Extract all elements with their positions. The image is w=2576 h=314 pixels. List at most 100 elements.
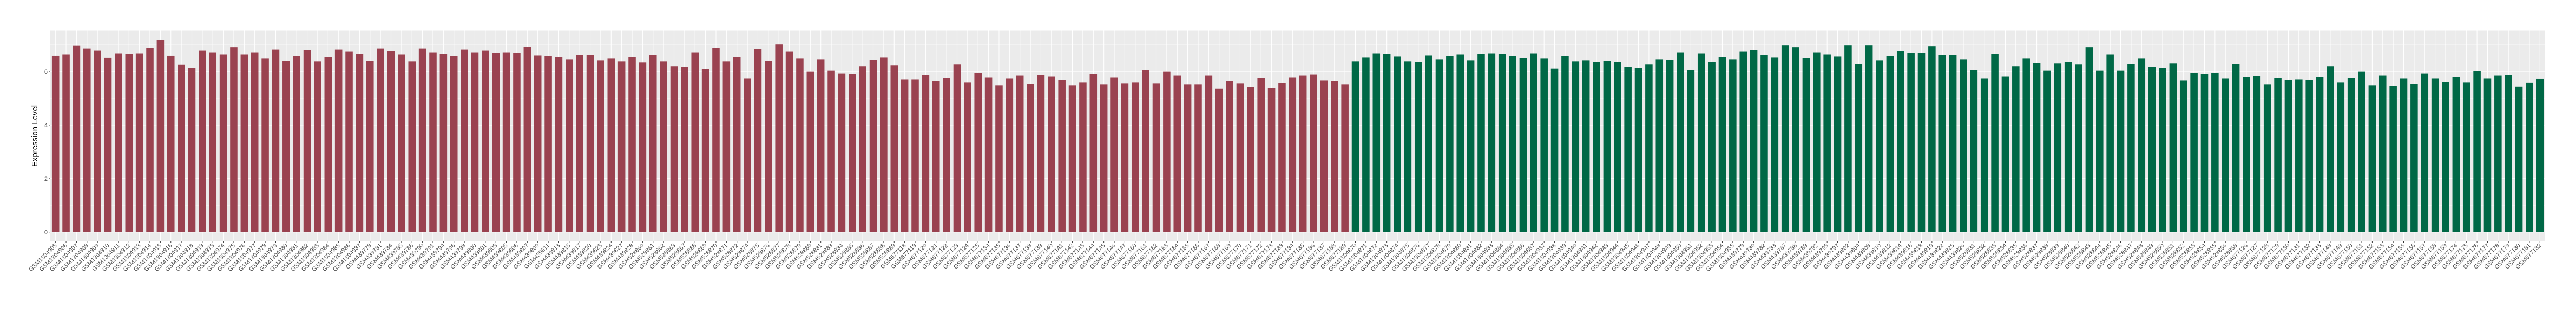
bar-GSM677139 — [1037, 75, 1045, 232]
bar-GSM677122 — [943, 78, 950, 232]
bar-GSM528838 — [2043, 70, 2051, 232]
bar-GSM439812 — [1886, 56, 1894, 232]
bar-GSM1304884 — [1498, 54, 1506, 232]
bar-GSM677125 — [974, 73, 982, 232]
bar-GSM1304915 — [156, 40, 165, 232]
bar-GSM677171 — [1247, 87, 1254, 232]
bar-GSM528855 — [2211, 73, 2219, 232]
bar-GSM439826 — [1960, 59, 1967, 232]
y-tick-label: 4 — [44, 122, 48, 129]
bar-GSM528870 — [712, 48, 720, 232]
bar-GSM1304873 — [1383, 54, 1391, 232]
bar-GSM1304876 — [1414, 62, 1422, 232]
bar-GSM439780 — [1750, 50, 1758, 232]
bar-GSM439793 — [1823, 54, 1831, 232]
bar-GSM677181 — [2526, 82, 2533, 232]
bar-GSM1304909 — [94, 50, 101, 232]
bar-GSM677153 — [2378, 75, 2387, 232]
bar-GSM439802 — [1844, 45, 1852, 232]
bar-GSM528851 — [2169, 63, 2177, 232]
bar-GSM528871 — [722, 61, 731, 232]
bar-GSM677146 — [1110, 77, 1118, 232]
bar-GSM1304987 — [356, 54, 364, 232]
bar-GSM439778 — [366, 61, 374, 232]
bar-GSM677128 — [2263, 84, 2271, 232]
bar-GSM528876 — [765, 61, 772, 232]
bar-GSM1304907 — [73, 45, 81, 232]
bar-GSM1304981 — [293, 56, 300, 232]
bar-GSM1304917 — [178, 64, 185, 232]
bar-GSM1304914 — [146, 48, 154, 232]
bar-GSM1304871 — [1362, 57, 1370, 232]
bar-GSM677141 — [1058, 80, 1066, 232]
bar-GSM677137 — [1016, 75, 1024, 232]
bar-GSM528883 — [827, 70, 835, 232]
bar-GSM439808 — [1865, 45, 1873, 232]
bar-GSM1304887 — [1530, 53, 1537, 232]
bar-GSM677176 — [2473, 71, 2481, 232]
bar-GSM439811 — [544, 56, 552, 232]
bar-GSM677186 — [1310, 74, 1317, 232]
y-tick-label: 0 — [44, 230, 48, 236]
bar-GSM677184 — [1289, 77, 1297, 232]
bar-GSM677124 — [964, 82, 971, 232]
bar-GSM528850 — [2159, 68, 2166, 232]
bar-GSM677134 — [984, 77, 993, 232]
bar-GSM439815 — [566, 59, 573, 232]
bar-GSM1304912 — [125, 54, 133, 232]
bar-GSM677157 — [2421, 73, 2429, 232]
bar-GSM1304973 — [209, 52, 217, 232]
bar-GSM1304977 — [251, 52, 259, 232]
bar-GSM1304878 — [1435, 59, 1443, 232]
bar-GSM677168 — [1215, 88, 1223, 232]
bar-GSM677164 — [1173, 75, 1181, 232]
bar-GSM677179 — [2505, 75, 2512, 232]
bar-GSM1304984 — [324, 57, 332, 232]
bar-GSM1304883 — [1488, 53, 1496, 232]
bar-GSM1304943 — [1603, 61, 1611, 232]
bar-GSM439801 — [482, 50, 489, 232]
bar-GSM528877 — [775, 44, 783, 232]
bar-GSM528875 — [754, 49, 762, 232]
bar-GSM1304906 — [62, 54, 70, 232]
bar-GSM528867 — [681, 67, 688, 232]
bar-GSM1304953 — [1708, 62, 1716, 232]
bar-GSM439806 — [513, 53, 521, 232]
bar-GSM677119 — [911, 79, 919, 232]
bar-GSM439783 — [1771, 57, 1779, 232]
bar-GSM677160 — [1131, 82, 1139, 232]
bar-GSM677155 — [2400, 78, 2408, 232]
bar-GSM1304986 — [345, 51, 353, 232]
bar-GSM677121 — [932, 81, 940, 232]
bar-GSM1304886 — [1519, 58, 1527, 232]
bar-GSM677189 — [1341, 84, 1349, 232]
bar-GSM677135 — [995, 85, 1003, 232]
bar-GSM439792 — [1813, 52, 1821, 232]
bar-GSM677170 — [1236, 83, 1244, 232]
bar-GSM528843 — [2085, 47, 2093, 232]
bar-GSM677165 — [1184, 84, 1192, 232]
bar-GSM677140 — [1048, 76, 1055, 232]
bar-GSM439794 — [439, 54, 448, 232]
bar-GSM677178 — [2494, 75, 2502, 232]
bar-GSM439791 — [429, 52, 437, 232]
bar-GSM1304982 — [303, 50, 311, 232]
bar-GSM528862 — [660, 61, 667, 232]
bar-GSM677159 — [2442, 82, 2449, 232]
y-axis: 0 2 4 6 — [44, 69, 50, 236]
bar-GSM1304911 — [115, 53, 122, 232]
bar-GSM1304947 — [1645, 64, 1653, 232]
bar-GSM1304946 — [1634, 68, 1642, 232]
bar-GSM439824 — [607, 58, 615, 232]
bar-GSM528845 — [2106, 54, 2114, 232]
bar-GSM677118 — [901, 79, 909, 232]
bar-GSM1304918 — [188, 68, 196, 232]
bar-GSM677152 — [2368, 85, 2376, 232]
bar-GSM1304944 — [1613, 62, 1621, 232]
bar-GSM1304974 — [219, 54, 227, 232]
bar-GSM439820 — [586, 55, 594, 232]
bar-GSM439823 — [597, 60, 604, 232]
bar-GSM439804 — [1855, 64, 1863, 232]
bar-GSM528860 — [639, 62, 647, 232]
bar-GSM439817 — [576, 55, 583, 232]
